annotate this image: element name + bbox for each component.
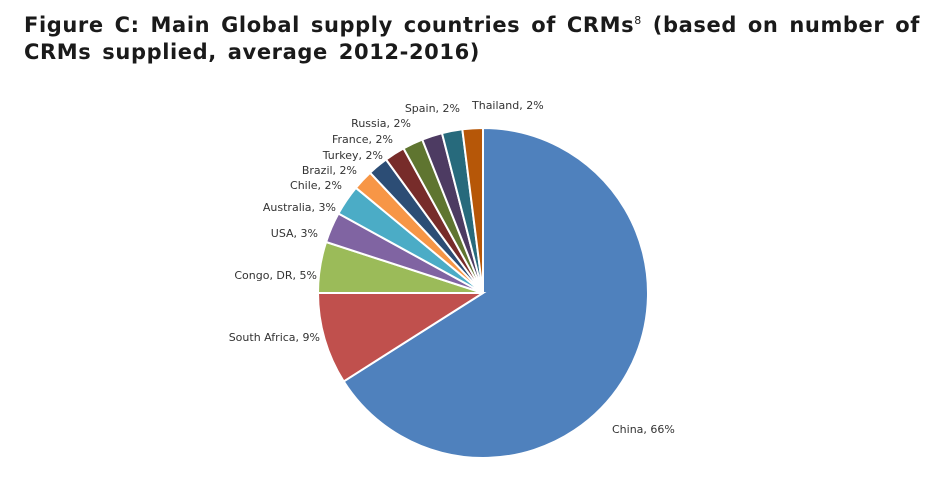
slice-label-south-africa: South Africa, 9% <box>229 331 320 344</box>
slice-label-china: China, 66% <box>612 423 675 436</box>
slice-label-chile: Chile, 2% <box>290 179 342 192</box>
slice-label-france: France, 2% <box>332 133 393 146</box>
pie-slice-china <box>342 126 649 459</box>
slice-label-turkey: Turkey, 2% <box>322 149 383 162</box>
figure-title-main: Figure C: Main Global supply countries o… <box>24 13 635 37</box>
figure-title: Figure C: Main Global supply countries o… <box>24 12 939 66</box>
pie-slice-thailand <box>461 126 484 294</box>
pie-slices <box>316 126 649 459</box>
slice-label-spain: Spain, 2% <box>405 102 460 115</box>
pie-slice-south-africa <box>316 292 487 383</box>
slice-label-congo-dr: Congo, DR, 5% <box>234 269 317 282</box>
footnote-ref: 8 <box>634 14 642 27</box>
slice-label-thailand: Thailand, 2% <box>471 99 544 112</box>
pie-labels: China, 66% South Africa, 9% Congo, DR, 5% U… <box>229 99 675 436</box>
slice-label-usa: USA, 3% <box>271 227 318 240</box>
slice-label-brazil: Brazil, 2% <box>302 164 357 177</box>
slice-label-australia: Australia, 3% <box>263 201 336 214</box>
slice-label-russia: Russia, 2% <box>351 117 411 130</box>
figure-title-rest: (based on number of CRMs supplied, avera… <box>24 13 921 64</box>
